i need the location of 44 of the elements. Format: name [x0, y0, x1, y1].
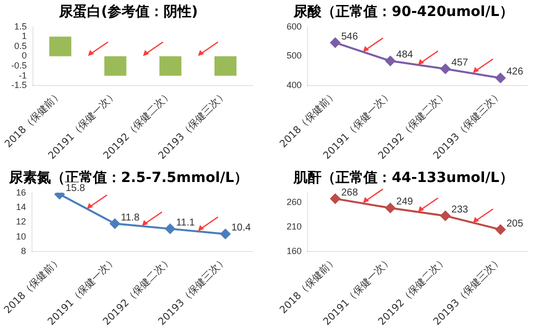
data-label: 249 [396, 196, 414, 208]
y-tick-label: 8 [20, 246, 26, 256]
data-label: 426 [506, 66, 524, 78]
y-tick-label: 1.5 [14, 21, 27, 32]
y-tick-label: 10 [16, 231, 26, 242]
y-tick-label: 14 [16, 202, 26, 212]
y-tick-label: 400 [286, 80, 302, 90]
point [440, 64, 450, 74]
y-tick-label: 500 [286, 50, 302, 61]
point [440, 210, 450, 221]
y-tick-label: 0 [22, 50, 27, 61]
chart-title: 尿酸（正常值：90-420umol/L） [292, 4, 514, 20]
point [495, 224, 506, 235]
data-label: 268 [341, 187, 358, 198]
data-label: 10.4 [231, 222, 252, 234]
y-tick-label: 12 [16, 216, 26, 227]
point [330, 194, 340, 204]
point [330, 38, 340, 48]
chart-title: 尿蛋白(参考值：阴性) [58, 3, 198, 20]
data-label: 11.1 [176, 218, 196, 229]
y-tick-label: 160 [286, 246, 302, 256]
data-label: 15.8 [66, 183, 86, 194]
y-tick-label: 210 [286, 222, 302, 232]
data-label: 11.8 [120, 212, 140, 224]
y-tick-label: 260 [286, 197, 302, 208]
data-label: 457 [451, 58, 469, 69]
point [220, 228, 230, 239]
y-tick-label: -1 [18, 70, 27, 80]
y-tick-label: 600 [286, 21, 302, 32]
chart-title: 肌酐（正常值：44-133umol/L） [292, 170, 514, 186]
y-tick-label: 16 [16, 187, 26, 198]
data-label: 233 [451, 204, 469, 216]
y-tick-label: -0.5 [11, 60, 27, 70]
y-tick-label: -1.5 [11, 80, 27, 90]
y-tick-label: 1 [22, 31, 27, 42]
point [495, 72, 506, 83]
point [385, 202, 396, 213]
data-label: 546 [341, 31, 358, 42]
y-tick-label: 0.5 [14, 40, 27, 51]
point [110, 218, 120, 229]
data-label: 205 [506, 218, 524, 230]
point [165, 224, 176, 234]
point [385, 56, 396, 66]
data-label: 484 [396, 50, 414, 61]
